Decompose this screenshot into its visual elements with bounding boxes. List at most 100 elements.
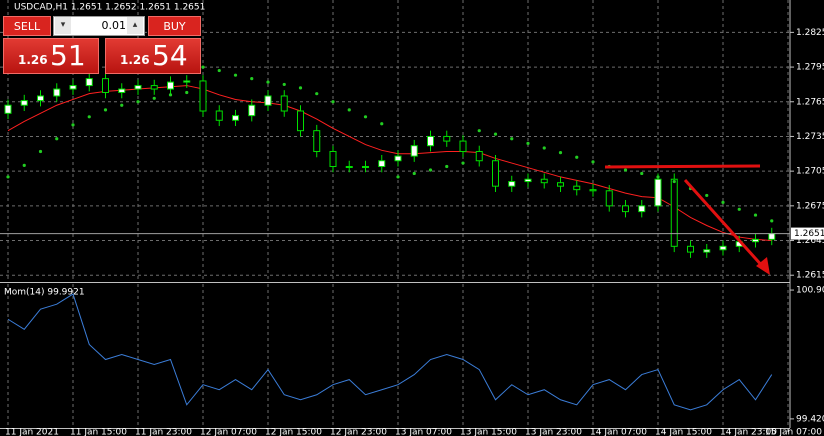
x-tick-label: 11 Jan 2021	[5, 428, 59, 436]
sar-dot	[705, 193, 709, 198]
y-tick-label: 1.2795	[796, 63, 824, 73]
sar-dot	[737, 207, 741, 211]
sar-dot	[721, 200, 725, 204]
x-tick-label: 13 Jan 07:00	[395, 428, 452, 436]
candle-body	[102, 78, 109, 94]
x-tick-label: 13 Jan 15:00	[460, 428, 517, 436]
ask-prefix: 1.26	[120, 53, 150, 67]
sar-dot	[298, 86, 303, 90]
sar-dot	[87, 115, 91, 119]
candle-body	[264, 95, 272, 106]
candle-body	[605, 190, 613, 207]
sar-dot	[380, 122, 384, 126]
sar-dot	[477, 129, 481, 133]
candle-body	[670, 178, 678, 247]
sar-dot	[640, 171, 644, 176]
candle-body	[410, 145, 418, 157]
momentum-line	[7, 293, 773, 411]
candle-body	[20, 100, 28, 106]
bid-box[interactable]: 1.26 51	[3, 38, 99, 74]
candle-body	[589, 189, 597, 192]
sar-dot	[656, 175, 660, 179]
lot-up[interactable]: ▴	[127, 17, 143, 34]
sar-dot	[445, 164, 449, 169]
candle-body	[768, 233, 776, 240]
sar-dot	[396, 175, 400, 179]
sar-dot	[331, 100, 335, 104]
sar-dot	[591, 160, 595, 164]
y-tick-label: 1.2675	[796, 201, 824, 211]
candle-body	[280, 95, 288, 112]
candle-body	[540, 178, 548, 184]
sar-dot	[753, 213, 758, 217]
candle-body	[37, 95, 44, 102]
candle-body	[313, 130, 321, 152]
candle-body	[167, 81, 174, 90]
sar-dot	[168, 93, 173, 97]
trend-line	[604, 164, 761, 169]
y-tick-label: 1.2615	[796, 271, 824, 281]
candle-body	[183, 80, 191, 83]
x-tick-label: 14 Jan 15:00	[655, 428, 712, 436]
candle-body	[118, 88, 126, 94]
sar-dot	[542, 146, 546, 150]
candle-body	[524, 178, 532, 183]
y-tick-label: 100.908	[796, 286, 824, 296]
chart-title: USDCAD,H1 1.2651 1.2652 1.2651 1.2651	[14, 3, 205, 13]
lot-input[interactable]: 0.01	[53, 16, 145, 36]
x-tick-label: 13 Jan 23:00	[525, 428, 582, 436]
sar-dot	[233, 73, 238, 77]
x-tick-label: 11 Jan 15:00	[70, 428, 127, 436]
y-tick-label: 1.2705	[796, 167, 824, 177]
candle-body	[638, 205, 646, 213]
candle-body	[85, 78, 93, 87]
sar-dot	[428, 168, 433, 172]
last-price-box	[791, 227, 824, 240]
sar-dot	[6, 175, 10, 179]
candle-body	[752, 238, 759, 243]
sar-dot	[526, 141, 530, 145]
candle-body	[622, 205, 629, 213]
lot-down[interactable]: ▾	[55, 17, 71, 34]
sar-dot	[152, 96, 156, 100]
sar-dot	[412, 171, 416, 176]
x-tick-label: 12 Jan 07:00	[200, 428, 257, 436]
candle-body	[69, 85, 77, 90]
candle-body	[199, 80, 207, 112]
buy-button[interactable]: BUY	[148, 16, 201, 36]
sar-dot	[770, 219, 774, 223]
sar-dot	[315, 92, 319, 96]
sar-dot	[347, 108, 351, 112]
sar-dot	[575, 155, 579, 159]
sar-dot	[623, 168, 628, 172]
candle-body	[508, 181, 516, 187]
candle-body	[362, 166, 369, 169]
candle-body	[134, 85, 142, 90]
sell-button[interactable]: SELL	[3, 16, 51, 36]
candle-body	[329, 150, 337, 168]
candle-body	[557, 182, 564, 187]
candle-body	[703, 249, 711, 253]
sar-dot	[510, 137, 514, 141]
candle-body	[378, 160, 386, 168]
candle-body	[394, 155, 402, 162]
y-tick-label: 1.2825	[796, 28, 824, 38]
y-tick-label: 99.4203	[796, 414, 824, 424]
bid-prefix: 1.26	[18, 53, 48, 67]
sar-dot	[185, 90, 189, 95]
sar-dot	[201, 65, 205, 69]
candle-body	[215, 110, 223, 121]
sar-dot	[71, 123, 75, 127]
sar-dot	[103, 108, 108, 112]
candle-body	[443, 135, 451, 142]
sar-dot	[493, 132, 498, 136]
trade-panel: SELL 0.01 ▾ ▴ BUY 1.26 51 1.26 54	[3, 16, 201, 76]
sar-dot	[558, 151, 563, 155]
x-tick-label: 15 Jan 07:00	[765, 428, 822, 436]
sar-dot	[136, 100, 140, 104]
ask-box[interactable]: 1.26 54	[105, 38, 201, 74]
x-tick-label: 14 Jan 23:00	[720, 428, 777, 436]
sar-dot	[461, 161, 465, 165]
candle-body	[297, 110, 304, 132]
